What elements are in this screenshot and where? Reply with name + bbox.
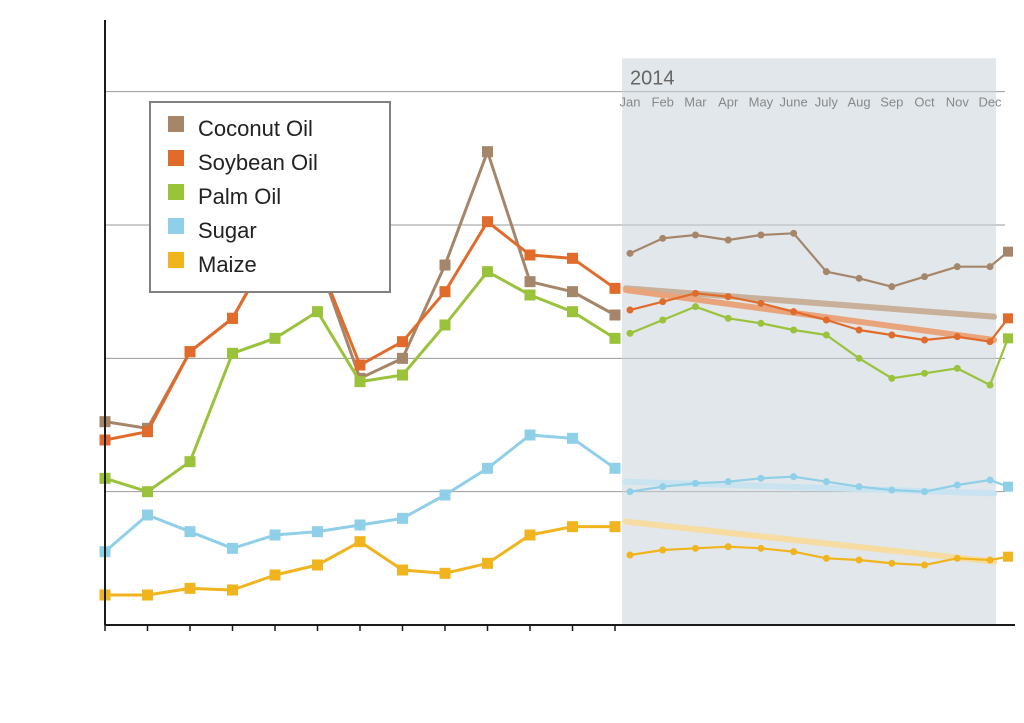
month-label: June: [780, 94, 808, 109]
month-label: Feb: [652, 94, 674, 109]
legend-swatch: [168, 116, 184, 132]
legend-label: Coconut Oil: [198, 116, 313, 141]
legend-swatch: [168, 218, 184, 234]
legend-swatch: [168, 252, 184, 268]
legend-swatch: [168, 184, 184, 200]
month-label: Apr: [718, 94, 739, 109]
month-label: Nov: [946, 94, 970, 109]
legend-label: Palm Oil: [198, 184, 281, 209]
month-label: May: [749, 94, 774, 109]
month-label: Oct: [914, 94, 935, 109]
zoom-title: 2014: [630, 67, 675, 89]
month-label: Mar: [684, 94, 707, 109]
month-label: Dec: [978, 94, 1002, 109]
month-label: July: [815, 94, 839, 109]
legend-label: Soybean Oil: [198, 150, 318, 175]
month-label: Aug: [848, 94, 871, 109]
legend-swatch: [168, 150, 184, 166]
month-label: Jan: [620, 94, 641, 109]
commodity-line-chart: 2014 Jan Feb Mar Apr May June July Aug Sep Oct Nov D…: [0, 0, 1024, 723]
legend-label: Maize: [198, 252, 257, 277]
month-label: Sep: [880, 94, 903, 109]
legend-label: Sugar: [198, 218, 257, 243]
